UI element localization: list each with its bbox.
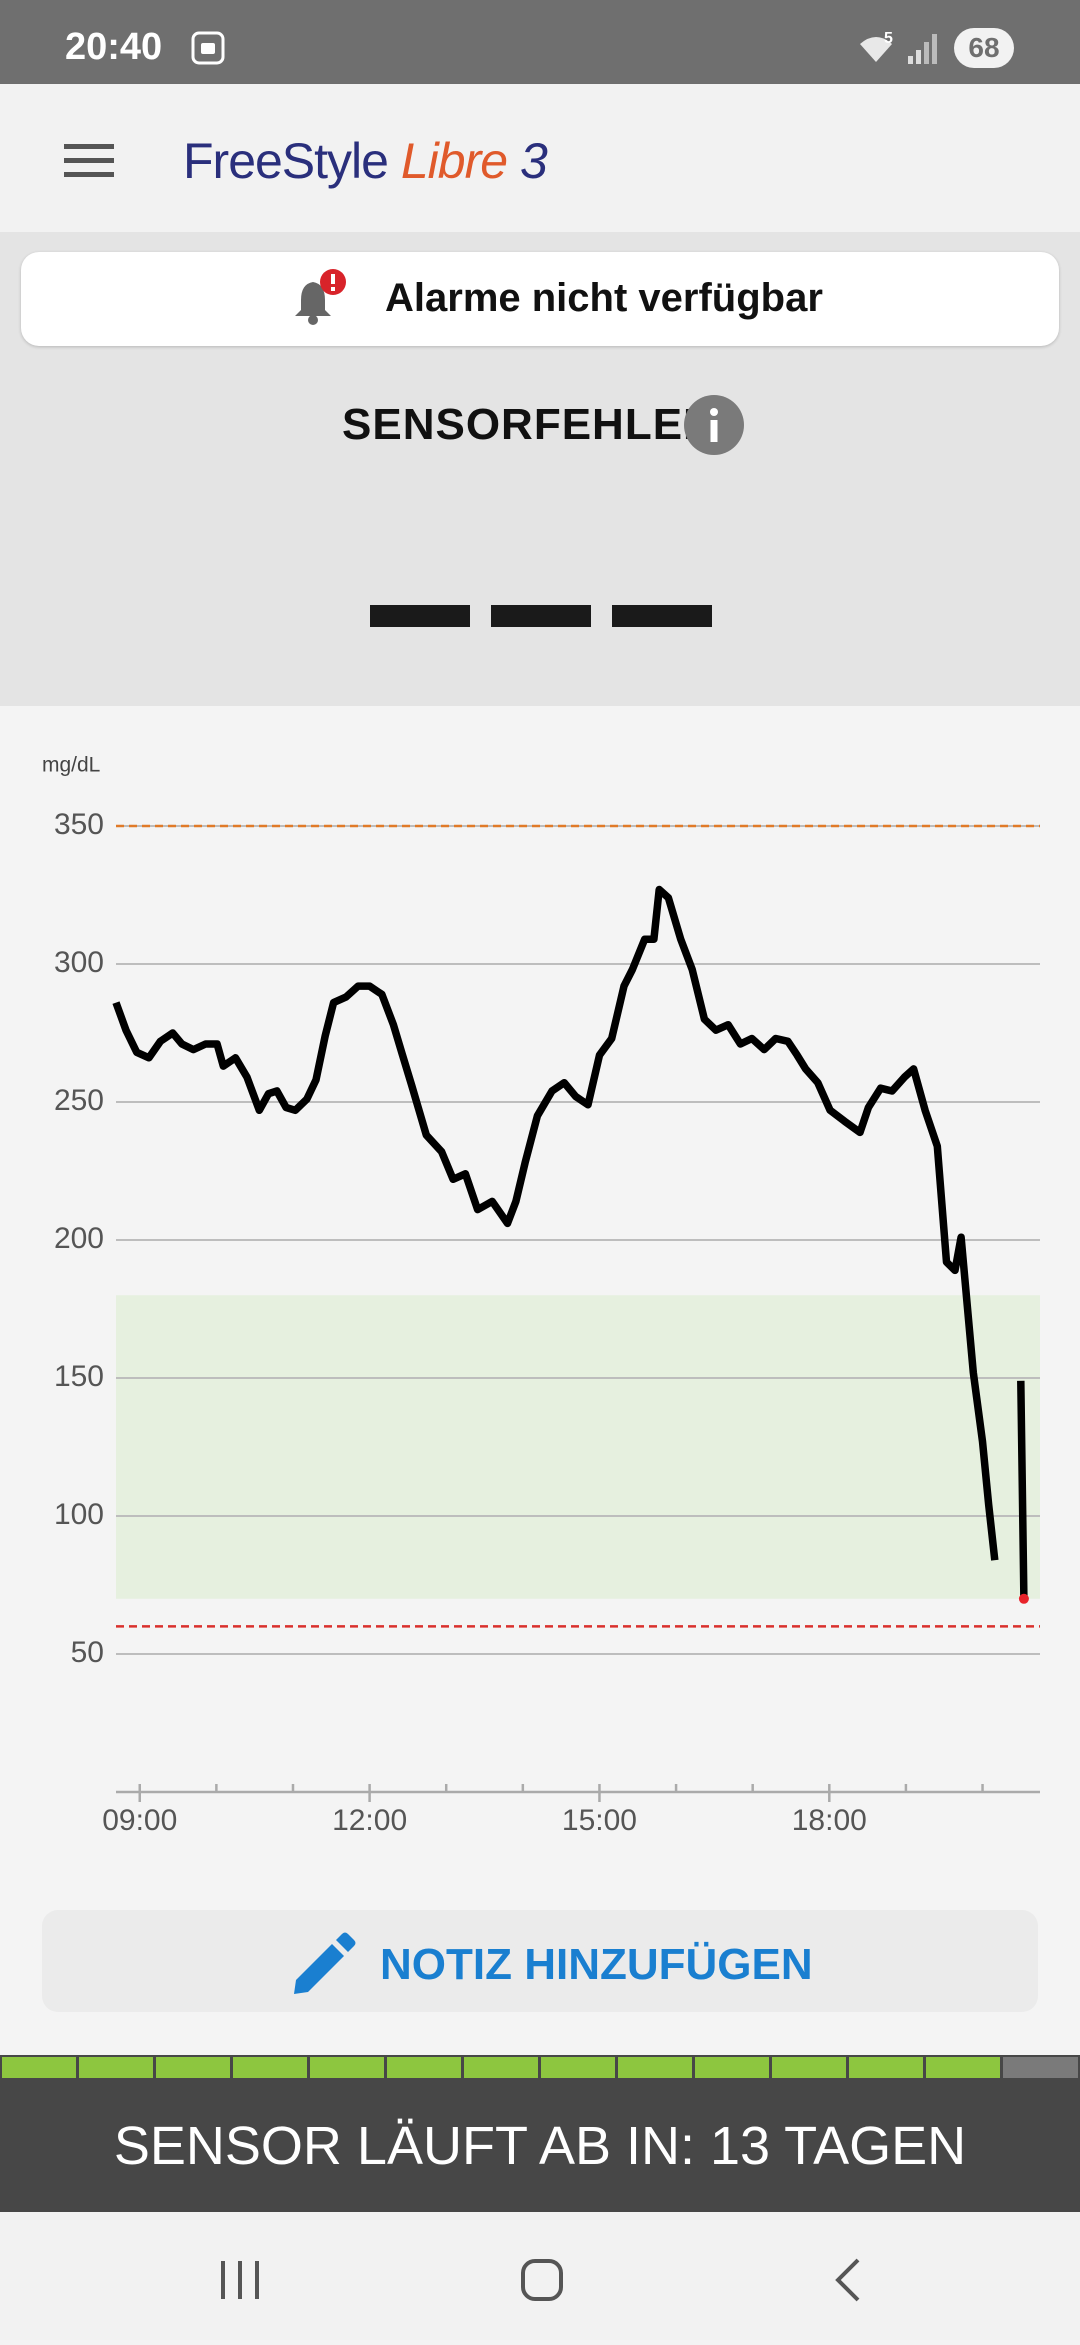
y-tick-label: 100 xyxy=(54,1498,104,1531)
logo-version: 3 xyxy=(519,133,548,189)
target-range xyxy=(116,1295,1040,1599)
x-tick-label: 15:00 xyxy=(562,1804,637,1837)
y-tick-label: 200 xyxy=(54,1222,104,1255)
y-tick-label: 150 xyxy=(54,1360,104,1393)
menu-button[interactable] xyxy=(64,142,114,182)
add-note-button[interactable]: NOTIZ HINZUFÜGEN xyxy=(42,1910,1038,2012)
wifi-label: 5 xyxy=(884,30,893,47)
y-tick-label: 250 xyxy=(54,1084,104,1117)
sensor-expiry: SENSOR LÄUFT AB IN: 13 TAGEN xyxy=(0,2080,1080,2212)
back-button[interactable] xyxy=(835,2258,860,2302)
logo: FreeStyle Libre 3 xyxy=(183,132,548,190)
bell-icon xyxy=(295,269,346,325)
app-header: FreeStyle Libre 3 xyxy=(0,84,1080,232)
glucose-chart: mg/dL 50 100 150 200 250 300 350 09:00 12:00 15:0… xyxy=(42,754,1040,1837)
x-tick-label: 12:00 xyxy=(332,1804,407,1837)
y-tick-label: 300 xyxy=(54,946,104,979)
x-tick-label: 09:00 xyxy=(102,1804,177,1837)
sensor-life-bar xyxy=(0,2055,1080,2080)
info-button[interactable] xyxy=(683,394,745,456)
y-tick-label: 350 xyxy=(54,808,104,841)
pencil-icon xyxy=(294,1932,356,1994)
battery: 68 xyxy=(954,28,1014,68)
glucose-line xyxy=(112,885,1028,1599)
add-note-text: NOTIZ HINZUFÜGEN xyxy=(380,1940,813,1989)
signal-icons xyxy=(860,34,937,64)
status-panel: Alarme nicht verfügbar SENSORFEHLER xyxy=(0,232,1080,706)
clock: 20:40 xyxy=(65,26,163,68)
navigation-bar xyxy=(0,2212,1080,2340)
logo-brand: FreeStyle xyxy=(183,133,389,189)
y-tick-label: 50 xyxy=(71,1636,104,1669)
nav-icons xyxy=(221,2258,860,2302)
latest-reading xyxy=(1018,1593,1029,1604)
sensor-error: SENSORFEHLER xyxy=(342,400,716,449)
recent-apps-button[interactable] xyxy=(221,2261,259,2299)
screenshot-icon xyxy=(191,31,225,65)
x-tick-label: 18:00 xyxy=(792,1804,867,1837)
alarm-banner[interactable]: Alarme nicht verfügbar xyxy=(21,252,1059,346)
home-button[interactable] xyxy=(521,2259,563,2301)
no-value-dashes xyxy=(370,605,712,627)
status-bar: 20:40 5 68 xyxy=(0,0,1080,84)
logo-product: Libre xyxy=(400,133,508,189)
y-axis-label: mg/dL xyxy=(42,754,100,777)
alarm-text: Alarme nicht verfügbar xyxy=(385,276,823,320)
